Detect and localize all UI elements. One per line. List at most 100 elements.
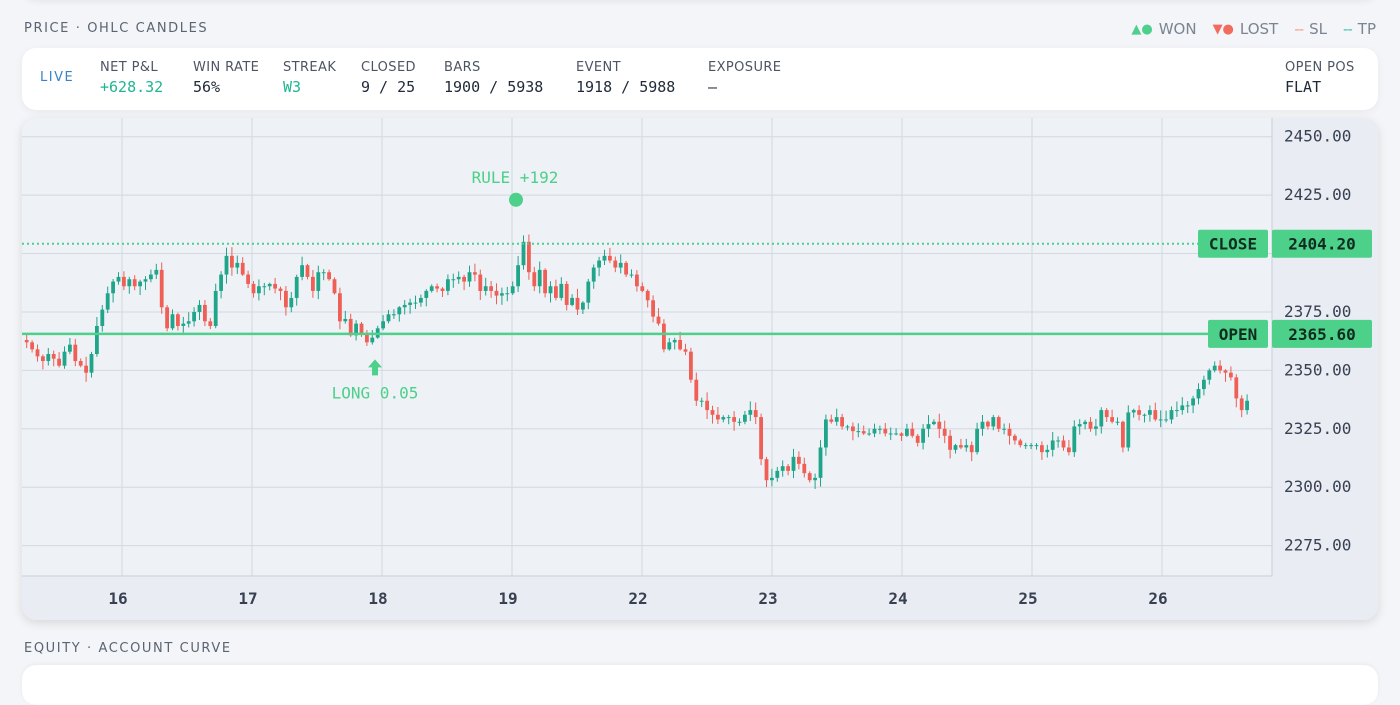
candle-body — [1061, 440, 1066, 448]
candle — [899, 432, 904, 441]
candle-body — [759, 417, 763, 460]
candle-body — [942, 428, 947, 436]
candle — [186, 312, 191, 328]
candle-body — [910, 428, 915, 436]
candle-body — [95, 325, 99, 355]
candle-body — [554, 286, 558, 298]
candle-body — [872, 428, 877, 434]
candle-body — [311, 276, 315, 291]
candle — [235, 255, 240, 274]
candle — [905, 423, 909, 437]
candle — [991, 414, 996, 431]
candle-body — [867, 433, 871, 435]
candle-body — [570, 297, 574, 305]
candle-body — [127, 279, 132, 287]
equity-chart-card[interactable] — [22, 665, 1378, 705]
legend-sl[interactable]: -- SL — [1294, 20, 1327, 38]
candle — [845, 424, 850, 431]
candle — [1158, 410, 1163, 428]
candle-body — [1110, 417, 1114, 422]
candle-body — [743, 414, 747, 422]
close-price-tag-value: 2404.20 — [1288, 235, 1355, 254]
candle — [159, 262, 164, 314]
candle — [381, 315, 385, 331]
x-tick-label: 19 — [498, 589, 517, 608]
candle-body — [1088, 421, 1093, 429]
legend-lost[interactable]: ▼● LOST — [1213, 20, 1279, 38]
candle-body — [500, 293, 504, 296]
candle-body — [845, 426, 850, 428]
candle-body — [1104, 410, 1109, 418]
legend-won[interactable]: ▲● WON — [1131, 20, 1196, 38]
y-tick-label: 2425.00 — [1284, 185, 1351, 204]
legend-tp[interactable]: -- TP — [1343, 20, 1376, 38]
candle — [959, 438, 963, 450]
candle-body — [284, 290, 288, 308]
candle — [494, 283, 499, 305]
candle-body — [51, 354, 56, 359]
closed-label: CLOSED — [361, 60, 416, 75]
candle — [1164, 410, 1168, 423]
candle-body — [737, 421, 742, 423]
price-chart-card[interactable]: CLOSE 2404.20 OPEN 2365.60 LONG 0.05 RULE +19… — [22, 118, 1378, 620]
open-price-tag-value: 2365.60 — [1288, 325, 1355, 344]
candle-body — [392, 314, 396, 316]
candle-body — [203, 304, 207, 322]
candle — [759, 413, 763, 466]
candle-body — [213, 290, 218, 326]
price-chart[interactable]: CLOSE 2404.20 OPEN 2365.60 LONG 0.05 RULE +19… — [22, 118, 1378, 620]
candle-body — [300, 265, 304, 277]
x-tick-label: 24 — [888, 589, 907, 608]
candle-body — [1045, 449, 1050, 453]
candle-body — [851, 426, 855, 432]
candle-body — [732, 417, 736, 422]
entry-annotation: LONG 0.05 — [332, 383, 419, 402]
x-axis: 16 17 18 19 22 23 24 25 26 — [108, 589, 1167, 608]
candle — [224, 247, 229, 284]
candle-body — [489, 286, 493, 291]
candle-body — [1212, 365, 1217, 371]
candle — [1245, 394, 1249, 415]
candle — [910, 422, 915, 438]
candle — [1067, 439, 1071, 456]
candle-body — [170, 314, 175, 329]
candle-body — [181, 323, 186, 326]
candle — [343, 310, 348, 324]
candle-body — [111, 281, 115, 294]
candle — [883, 422, 888, 437]
candle — [510, 281, 515, 296]
sl-dash-icon: -- — [1294, 20, 1304, 38]
candle-body — [959, 445, 963, 448]
candle — [629, 269, 634, 278]
candle-body — [68, 344, 72, 352]
candle — [581, 301, 585, 314]
candle — [294, 274, 299, 306]
candle — [537, 261, 542, 294]
candle-body — [996, 417, 1001, 429]
candle — [138, 279, 142, 295]
candle-body — [332, 279, 337, 294]
candle-body — [597, 260, 601, 268]
y-tick-label: 2450.00 — [1284, 127, 1351, 146]
candle-body — [1239, 398, 1244, 411]
candle — [786, 463, 790, 476]
candle-body — [176, 314, 180, 326]
candle — [867, 428, 871, 436]
candle-body — [969, 445, 974, 453]
candle-body — [1072, 426, 1077, 453]
candle-body — [429, 286, 434, 291]
exit-dot-icon — [509, 192, 523, 207]
candle — [986, 420, 990, 430]
live-badge[interactable]: LIVE — [40, 70, 75, 85]
candle — [1196, 383, 1201, 405]
candle-body — [1245, 400, 1249, 411]
candle — [1175, 401, 1179, 417]
bars-label: BARS — [444, 60, 481, 75]
candle — [932, 419, 936, 426]
candle — [338, 287, 342, 330]
candle-body — [397, 307, 402, 315]
candle-body — [829, 419, 834, 422]
candle-body — [24, 339, 29, 343]
candle-body — [294, 276, 299, 298]
candle — [964, 438, 969, 452]
